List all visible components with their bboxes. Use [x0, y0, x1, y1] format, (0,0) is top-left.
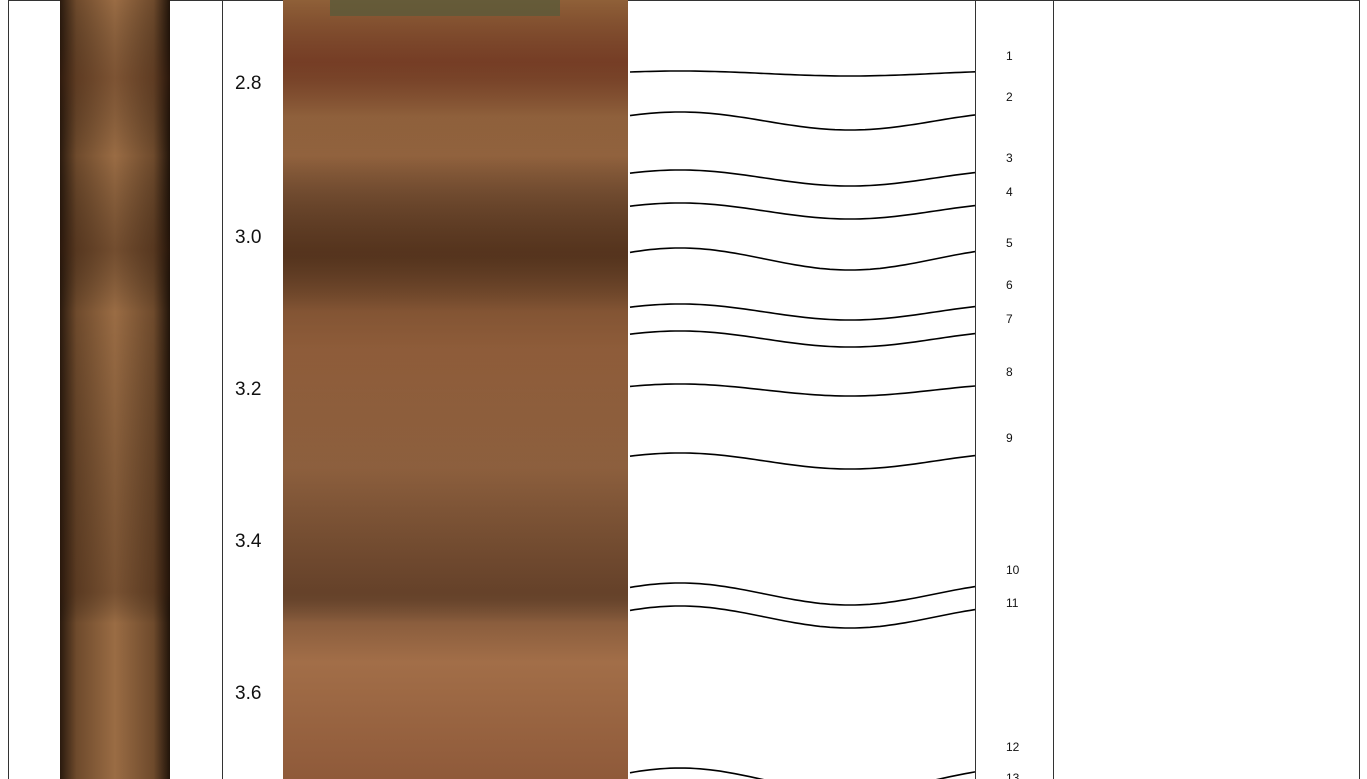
bedding-trace — [629, 767, 976, 779]
bedding-trace — [629, 452, 976, 470]
bedding-trace — [629, 70, 976, 77]
bedding-trace — [629, 247, 976, 271]
core-scan-bands — [60, 0, 170, 779]
feature-label: 10 — [1006, 563, 1020, 577]
bedding-trace — [629, 605, 976, 629]
bedding-trace — [629, 582, 976, 606]
feature-label: 4 — [1006, 185, 1013, 199]
bedding-trace — [629, 330, 976, 348]
feature-label: 3 — [1006, 151, 1013, 165]
bedding-trace — [629, 202, 976, 220]
depth-label: 3.4 — [235, 531, 262, 552]
depth-label: 3.0 — [235, 227, 261, 248]
core-photo-bands — [283, 0, 628, 779]
core-top — [330, 0, 560, 16]
bedding-trace — [629, 383, 976, 397]
bedding-trace — [629, 111, 976, 131]
feature-label: 7 — [1006, 312, 1013, 326]
depth-label: 2.8 — [235, 73, 261, 94]
feature-label: 12 — [1006, 740, 1020, 754]
feature-label: 13 — [1006, 771, 1020, 779]
depth-label: 3.2 — [235, 379, 261, 400]
frame — [8, 0, 1360, 779]
bedding-trace — [629, 169, 976, 187]
feature-label: 2 — [1006, 90, 1013, 104]
feature-label: 9 — [1006, 431, 1013, 445]
feature-label: 5 — [1006, 236, 1013, 250]
feature-label: 6 — [1006, 278, 1013, 292]
feature-label: 1 — [1006, 49, 1013, 63]
feature-label: 11 — [1006, 596, 1019, 610]
depth-label: 3.6 — [235, 683, 261, 704]
bedding-curves — [629, 70, 976, 779]
bedding-trace — [629, 303, 976, 321]
feature-label: 8 — [1006, 365, 1013, 379]
